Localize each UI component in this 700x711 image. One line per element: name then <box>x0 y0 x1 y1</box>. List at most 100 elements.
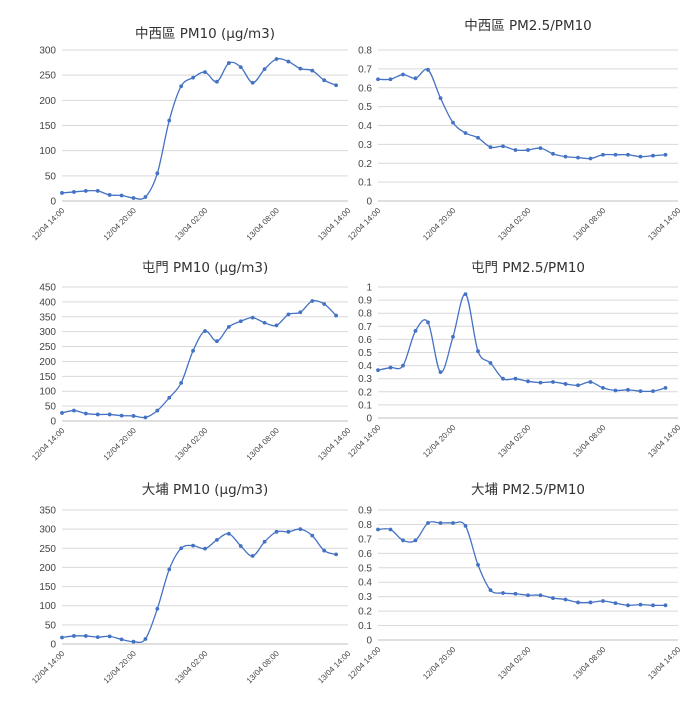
y-tick-label: 150 <box>39 121 56 132</box>
data-point <box>476 135 480 140</box>
series-line <box>377 68 666 160</box>
data-point <box>413 76 418 81</box>
y-tick-label: 0.7 <box>358 322 372 333</box>
data-point <box>463 523 468 528</box>
data-point <box>563 382 568 386</box>
data-point <box>651 389 655 394</box>
x-tick-label: 12/04 14:00 <box>30 206 67 243</box>
data-point <box>274 529 279 534</box>
y-tick-label: 0.9 <box>358 296 372 307</box>
x-tick-label: 13/04 08:00 <box>571 645 608 682</box>
y-tick-label: 300 <box>39 46 56 57</box>
data-point <box>376 77 380 82</box>
y-tick-label: 0.6 <box>358 549 372 560</box>
data-point <box>538 146 543 151</box>
data-point <box>638 154 643 159</box>
data-point <box>72 190 76 194</box>
y-tick-label: 0.4 <box>358 361 372 372</box>
y-tick-label: 400 <box>39 297 56 308</box>
chart-4: 屯門 PM2.5/PM10 0 0.1 0.2 0.3 0.4 0.5 0.6 0.7 0.8 0.… <box>346 260 683 460</box>
y-tick-label: 0.8 <box>358 309 372 320</box>
y-tick-label: 0.5 <box>358 348 372 359</box>
x-tick-label: 12/04 20:00 <box>421 645 458 682</box>
data-point <box>334 313 338 318</box>
data-point <box>626 603 630 608</box>
series-line <box>377 521 666 607</box>
y-tick-label: 0.3 <box>358 592 372 603</box>
y-tick-label: 350 <box>39 312 56 323</box>
data-point <box>119 637 124 642</box>
y-tick-label: 250 <box>39 71 56 82</box>
y-tick-label: 0.2 <box>358 607 372 618</box>
data-point <box>438 370 443 375</box>
y-tick-label: 0 <box>50 417 56 428</box>
y-tick-label: 0.8 <box>358 46 372 57</box>
data-point <box>262 320 267 325</box>
data-point <box>83 411 88 416</box>
y-tick-label: 0.6 <box>358 335 372 346</box>
series-line <box>377 293 666 393</box>
data-point <box>426 521 430 525</box>
x-tick-label: 12/04 20:00 <box>421 206 458 243</box>
data-point <box>334 552 338 557</box>
data-point <box>310 68 315 73</box>
data-point <box>203 329 207 333</box>
data-point <box>601 599 605 603</box>
x-tick-label: 13/04 02:00 <box>173 649 210 686</box>
y-tick-label: 250 <box>39 544 56 555</box>
data-point <box>167 395 172 400</box>
data-point <box>95 412 100 417</box>
data-point <box>72 408 76 413</box>
chart-5: 大埔 PM10 (µg/m3) 0 50 100 150 200 250 300 350 12/0… <box>30 482 353 686</box>
chart-title: 中西區 PM10 (µg/m3) <box>135 26 275 42</box>
data-point <box>538 593 543 598</box>
data-point <box>388 527 393 532</box>
data-point <box>226 61 231 65</box>
data-point <box>107 193 112 197</box>
x-tick-label: 12/04 20:00 <box>421 423 458 460</box>
data-point <box>526 148 530 152</box>
data-point <box>95 189 100 193</box>
data-point <box>322 302 327 306</box>
y-tick-label: 1 <box>366 283 372 294</box>
data-point <box>310 533 315 538</box>
data-point <box>476 562 480 567</box>
y-tick-label: 0.4 <box>358 121 372 132</box>
y-tick-label: 50 <box>45 171 57 182</box>
data-point <box>513 376 518 381</box>
data-point <box>298 66 303 71</box>
x-tick-label: 12/04 20:00 <box>102 426 139 463</box>
x-tick-label: 13/04 08:00 <box>245 426 282 463</box>
data-point <box>203 70 207 75</box>
data-point <box>238 65 243 70</box>
data-point <box>401 72 405 77</box>
data-point <box>107 634 112 639</box>
chart-6: 大埔 PM2.5/PM10 0 0.1 0.2 0.3 0.4 0.5 0.6 0.7 0.8 0.… <box>346 482 683 682</box>
x-tick-label: 13/04 02:00 <box>173 206 210 243</box>
x-tick-label: 12/04 14:00 <box>30 426 67 463</box>
y-tick-label: 0 <box>366 636 372 647</box>
x-tick-label: 13/04 02:00 <box>496 206 533 243</box>
data-point <box>83 189 88 193</box>
data-point <box>262 67 267 72</box>
data-point <box>413 328 418 333</box>
y-tick-label: 0 <box>366 197 372 208</box>
data-point <box>651 153 655 158</box>
y-tick-label: 200 <box>39 563 56 574</box>
chart-2: 中西區 PM2.5/PM10 0 0.1 0.2 0.3 0.4 0.5 0.6 0.7 0.8 1… <box>346 18 683 243</box>
chart-1: 中西區 PM10 (µg/m3) 0 50 100 150 200 250 300 12/04 … <box>30 26 353 243</box>
y-tick-label: 350 <box>39 506 56 517</box>
data-point <box>179 84 184 89</box>
data-point <box>191 348 195 353</box>
data-point <box>588 156 593 161</box>
data-point <box>488 361 493 365</box>
data-point <box>663 603 668 608</box>
data-point <box>131 414 136 418</box>
data-point <box>95 635 100 640</box>
y-tick-label: 0.2 <box>358 159 372 170</box>
data-point <box>601 152 605 157</box>
x-tick-label: 12/04 20:00 <box>102 649 139 686</box>
data-point <box>513 591 518 596</box>
series-line <box>61 528 337 644</box>
y-tick-label: 150 <box>39 582 56 593</box>
